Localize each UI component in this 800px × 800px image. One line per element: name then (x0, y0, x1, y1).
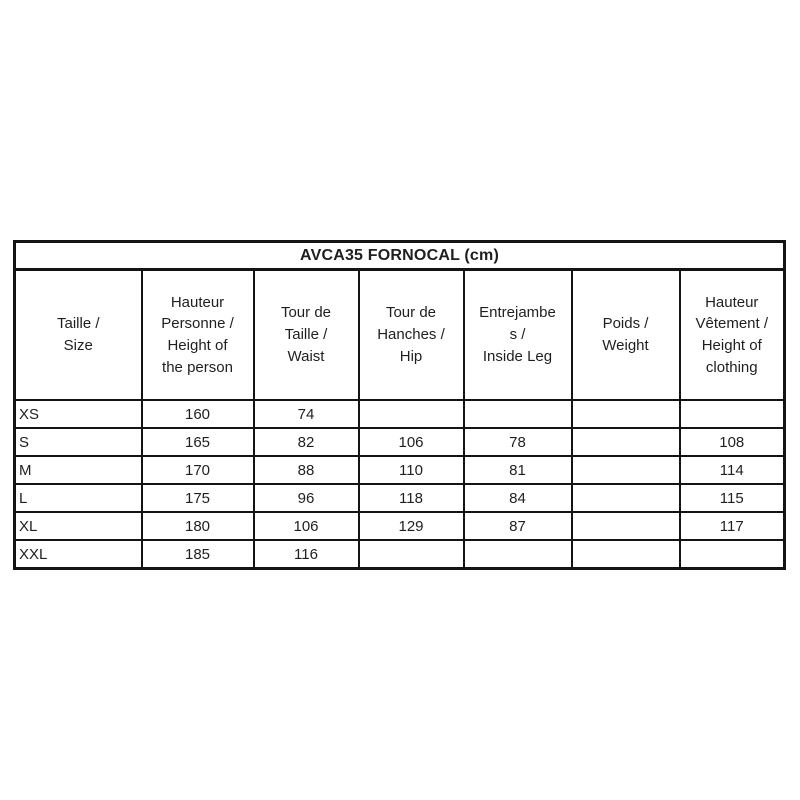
table-row-l: L 175 96 118 84 115 (13, 483, 786, 513)
cell-weight (570, 539, 681, 570)
cell-height-person: 165 (140, 427, 255, 457)
cell-size: M (13, 455, 143, 485)
cell-waist: 74 (252, 399, 360, 429)
cell-height-clothing: 108 (678, 427, 786, 457)
cell-height-clothing (678, 539, 786, 570)
column-header-hip: Tour de Hanches / Hip (357, 268, 465, 401)
cell-size: XXL (13, 539, 143, 570)
cell-height-clothing: 115 (678, 483, 786, 513)
cell-inside-leg: 84 (462, 483, 573, 513)
column-header-height-person: Hauteur Personne / Height of the person (140, 268, 255, 401)
table-header-row: Taille / Size Hauteur Personne / Height … (13, 268, 786, 401)
cell-hip (357, 399, 465, 429)
cell-inside-leg (462, 399, 573, 429)
cell-weight (570, 455, 681, 485)
column-header-height-clothing: Hauteur Vêtement / Height of clothing (678, 268, 786, 401)
cell-height-clothing: 114 (678, 455, 786, 485)
column-header-weight: Poids / Weight (570, 268, 681, 401)
cell-hip (357, 539, 465, 570)
cell-height-person: 175 (140, 483, 255, 513)
cell-inside-leg: 81 (462, 455, 573, 485)
size-chart-table: AVCA35 FORNOCAL (cm) Taille / Size Haute… (13, 240, 786, 570)
cell-weight (570, 483, 681, 513)
table-row-xl: XL 180 106 129 87 117 (13, 511, 786, 541)
cell-height-person: 180 (140, 511, 255, 541)
cell-height-clothing: 117 (678, 511, 786, 541)
cell-height-clothing (678, 399, 786, 429)
cell-hip: 110 (357, 455, 465, 485)
cell-size: L (13, 483, 143, 513)
table-row-xxl: XXL 185 116 (13, 539, 786, 570)
table-title: AVCA35 FORNOCAL (cm) (13, 240, 786, 271)
cell-height-person: 185 (140, 539, 255, 570)
table-row-m: M 170 88 110 81 114 (13, 455, 786, 485)
column-header-size: Taille / Size (13, 268, 143, 401)
table-row-s: S 165 82 106 78 108 (13, 427, 786, 457)
cell-waist: 82 (252, 427, 360, 457)
cell-height-person: 160 (140, 399, 255, 429)
cell-weight (570, 427, 681, 457)
cell-size: S (13, 427, 143, 457)
cell-inside-leg: 78 (462, 427, 573, 457)
cell-weight (570, 399, 681, 429)
column-header-waist: Tour de Taille / Waist (252, 268, 360, 401)
cell-waist: 116 (252, 539, 360, 570)
cell-size: XS (13, 399, 143, 429)
column-header-inside-leg: Entrejambe s / Inside Leg (462, 268, 573, 401)
table-row-xs: XS 160 74 (13, 399, 786, 429)
cell-weight (570, 511, 681, 541)
table-title-row: AVCA35 FORNOCAL (cm) (13, 240, 786, 271)
cell-waist: 88 (252, 455, 360, 485)
cell-size: XL (13, 511, 143, 541)
cell-hip: 129 (357, 511, 465, 541)
cell-hip: 106 (357, 427, 465, 457)
cell-hip: 118 (357, 483, 465, 513)
cell-inside-leg: 87 (462, 511, 573, 541)
cell-height-person: 170 (140, 455, 255, 485)
cell-waist: 106 (252, 511, 360, 541)
cell-inside-leg (462, 539, 573, 570)
cell-waist: 96 (252, 483, 360, 513)
